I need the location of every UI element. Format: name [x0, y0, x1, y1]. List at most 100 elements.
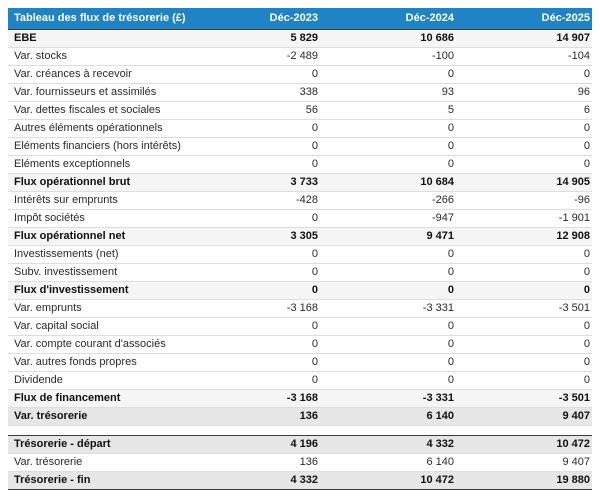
row-label: Var. autres fonds propres [8, 353, 184, 372]
column-header: Déc-2023 [184, 8, 320, 30]
cell-value: 14 905 [456, 173, 592, 192]
cell-value: 0 [456, 281, 592, 300]
table-row: Var. trésorerie 136 6 140 9 407 [8, 407, 592, 426]
cell-value: 136 [184, 407, 320, 426]
cell-value: 0 [184, 263, 320, 282]
cell-value: -266 [320, 191, 456, 210]
cell-value: -3 168 [184, 389, 320, 408]
row-label: Flux opérationnel net [8, 227, 184, 246]
row-label: Var. créances à recevoir [8, 65, 184, 84]
row-label: Eléments exceptionnels [8, 155, 184, 174]
cell-value: 4 332 [320, 435, 456, 454]
column-header: Déc-2024 [320, 8, 456, 30]
cell-value: 6 140 [320, 453, 456, 472]
table-row: Flux d'investissement 0 0 0 [8, 281, 592, 300]
cell-value: 0 [320, 281, 456, 300]
cell-value: 6 140 [320, 407, 456, 426]
cell-value: 0 [456, 371, 592, 390]
column-header: Déc-2025 [456, 8, 592, 30]
cell-value: 9 407 [456, 407, 592, 426]
row-label: Intérêts sur emprunts [8, 191, 184, 210]
cell-value: 0 [320, 119, 456, 138]
cell-value: 0 [184, 335, 320, 354]
row-label: Autres éléments opérationnels [8, 119, 184, 138]
cell-value: 56 [184, 101, 320, 120]
cell-value: -96 [456, 191, 592, 210]
cell-value: 0 [456, 65, 592, 84]
cell-value: 10 684 [320, 173, 456, 192]
row-label: Var. stocks [8, 47, 184, 66]
table-row: Autres éléments opérationnels 0 0 0 [8, 119, 592, 138]
cell-value: 19 880 [456, 471, 592, 490]
table-row: Impôt sociétés 0 -947 -1 901 [8, 209, 592, 228]
cell-value: 338 [184, 83, 320, 102]
table-row: Var. autres fonds propres 0 0 0 [8, 353, 592, 372]
cell-value: -947 [320, 209, 456, 228]
cell-value: 0 [184, 281, 320, 300]
row-label: Var. trésorerie [8, 407, 184, 426]
cell-value: 96 [456, 83, 592, 102]
row-label: Subv. investissement [8, 263, 184, 282]
table-row: Trésorerie - fin 4 332 10 472 19 880 [8, 471, 592, 490]
row-label: Var. fournisseurs et assimilés [8, 83, 184, 102]
row-label: Impôt sociétés [8, 209, 184, 228]
cell-value: 12 908 [456, 227, 592, 246]
cell-value: 0 [456, 245, 592, 264]
row-label: Eléments financiers (hors intérêts) [8, 137, 184, 156]
cell-value: 6 [456, 101, 592, 120]
cell-value: -1 901 [456, 209, 592, 228]
row-label: Flux de financement [8, 389, 184, 408]
cell-value: -3 501 [456, 389, 592, 408]
table-row: Trésorerie - départ 4 196 4 332 10 472 [8, 435, 592, 454]
cell-value: -3 168 [184, 299, 320, 318]
cell-value: 0 [456, 317, 592, 336]
cell-value: 0 [320, 65, 456, 84]
cell-value: 0 [320, 245, 456, 264]
cell-value: 0 [184, 65, 320, 84]
cell-value: 0 [184, 119, 320, 138]
cell-value: -3 331 [320, 299, 456, 318]
table-row: Var. trésorerie 136 6 140 9 407 [8, 453, 592, 472]
cell-value: 9 407 [456, 453, 592, 472]
cell-value: 0 [320, 335, 456, 354]
cell-value: 0 [184, 353, 320, 372]
cell-value: 10 472 [320, 471, 456, 490]
cell-value: -3 501 [456, 299, 592, 318]
cell-value: 0 [184, 137, 320, 156]
cell-value: -2 489 [184, 47, 320, 66]
cell-value: 0 [320, 137, 456, 156]
cell-value: 4 332 [184, 471, 320, 490]
row-label: EBE [8, 29, 184, 48]
cell-value: 10 686 [320, 29, 456, 48]
table-row: Flux de financement -3 168 -3 331 -3 501 [8, 389, 592, 408]
cell-value: 0 [456, 263, 592, 282]
cell-value: -100 [320, 47, 456, 66]
cell-value: 0 [320, 371, 456, 390]
cell-value: 0 [456, 155, 592, 174]
cell-value: 5 [320, 101, 456, 120]
cell-value: 136 [184, 453, 320, 472]
spacer-row [8, 425, 592, 436]
table-row: Var. créances à recevoir 0 0 0 [8, 65, 592, 84]
cell-value: 14 907 [456, 29, 592, 48]
row-label: Flux opérationnel brut [8, 173, 184, 192]
cell-value [456, 425, 592, 436]
cash-flow-table: Tableau des flux de trésorerie (£) Déc-2… [8, 8, 592, 490]
cell-value: 0 [456, 137, 592, 156]
cell-value: 0 [456, 119, 592, 138]
row-label: Trésorerie - fin [8, 471, 184, 490]
cell-value: 3 733 [184, 173, 320, 192]
table-row: Var. emprunts -3 168 -3 331 -3 501 [8, 299, 592, 318]
table-header-row: Tableau des flux de trésorerie (£) Déc-2… [8, 8, 592, 30]
cell-value: 0 [456, 353, 592, 372]
cell-value: 0 [184, 371, 320, 390]
table-row: Var. stocks -2 489 -100 -104 [8, 47, 592, 66]
table-row: Var. fournisseurs et assimilés 338 93 96 [8, 83, 592, 102]
table-row: EBE 5 829 10 686 14 907 [8, 29, 592, 48]
row-label: Var. emprunts [8, 299, 184, 318]
row-label: Var. dettes fiscales et sociales [8, 101, 184, 120]
table-row: Subv. investissement 0 0 0 [8, 263, 592, 282]
cell-value: -428 [184, 191, 320, 210]
row-label: Investissements (net) [8, 245, 184, 264]
